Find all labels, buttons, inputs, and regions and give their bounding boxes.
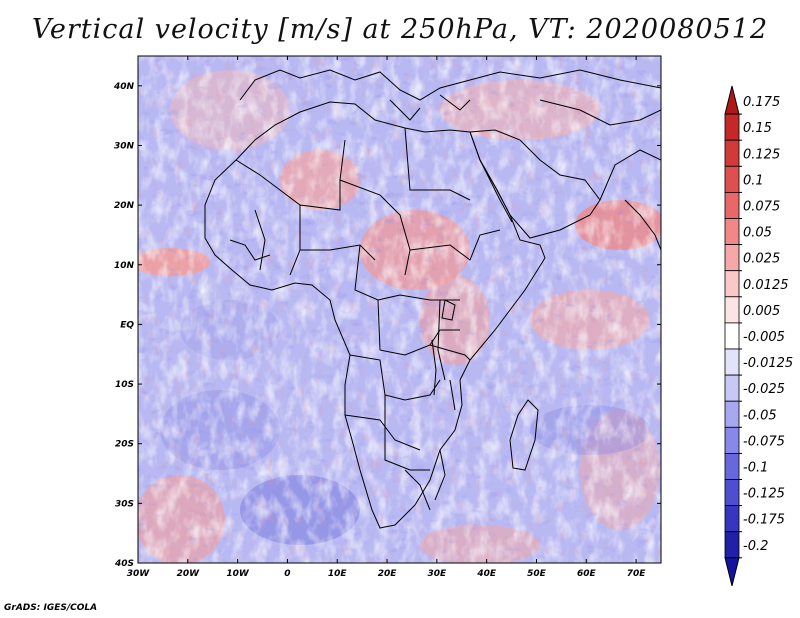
colorbar-cap-bottom <box>724 557 740 587</box>
x-tick-label: 30E <box>428 569 448 579</box>
colorbar-segment <box>724 218 740 246</box>
x-tick-label: 10E <box>328 569 348 579</box>
coastline-outline <box>204 69 661 529</box>
colorbar-segment <box>724 244 740 272</box>
x-tick-label: 20E <box>378 569 398 579</box>
y-tick-label: 30S <box>115 499 134 509</box>
y-tick-label: 20N <box>114 201 135 211</box>
colorbar-label: -0.025 <box>743 382 785 397</box>
colorbar-segment <box>724 270 740 298</box>
colorbar-label: 0.05 <box>743 226 772 241</box>
colorbar-label: -0.05 <box>743 408 777 423</box>
colorbar-cap-top <box>724 85 740 115</box>
colorbar-label: -0.1 <box>743 461 768 476</box>
colorbar-segment <box>724 322 740 350</box>
y-tick-label: 10S <box>115 380 134 390</box>
x-tick-label: 0 <box>284 569 290 579</box>
y-tick-label: EQ <box>120 320 134 330</box>
colorbar-label: -0.0125 <box>743 356 793 371</box>
y-tick-label: 20S <box>115 440 134 450</box>
colorbar-segment <box>724 400 740 428</box>
y-tick-label: 40S <box>114 559 134 569</box>
colorbar-segment <box>724 165 740 193</box>
colorbar: 0.175 0.15 0.125 0.1 0.075 0.05 0.025 0.0125 0.0… <box>724 85 793 587</box>
colorbar-segment <box>724 348 740 376</box>
grads-credit: GrADS: IGES/COLA <box>4 603 98 613</box>
x-tick-label: 30W <box>127 569 151 579</box>
colorbar-label: -0.175 <box>743 513 785 528</box>
x-tick-label: 10W <box>226 569 250 579</box>
colorbar-segment <box>724 531 740 559</box>
colorbar-label: 0.025 <box>743 252 780 267</box>
x-tick-label: 60E <box>577 569 597 579</box>
colorbar-segment <box>724 452 740 480</box>
colorbar-segment <box>724 426 740 454</box>
colorbar-label: -0.075 <box>743 434 785 449</box>
y-axis-ticks: 40N 30N 20N 10N EQ 10S 20S 30S 40S <box>113 82 661 569</box>
x-tick-label: 70E <box>627 569 647 579</box>
colorbar-segment <box>724 479 740 507</box>
colorbar-segment <box>724 113 740 141</box>
colorbar-label: 0.175 <box>743 95 780 110</box>
colorbar-segment <box>724 374 740 402</box>
y-tick-label: 40N <box>113 82 135 92</box>
colorbar-label: 0.15 <box>743 121 772 136</box>
map-frame <box>137 55 662 564</box>
colorbar-segment <box>724 139 740 167</box>
colorbar-segment <box>724 296 740 324</box>
y-tick-label: 10N <box>114 261 135 271</box>
y-tick-label: 30N <box>114 141 135 151</box>
colorbar-segment <box>724 505 740 533</box>
colorbar-label: 0.0125 <box>743 278 789 293</box>
chart-title: Vertical velocity [m/s] at 250hPa, VT: 2… <box>31 14 769 45</box>
colorbar-label: -0.2 <box>743 539 768 554</box>
colorbar-label: 0.075 <box>743 200 780 215</box>
x-tick-label: 40E <box>476 569 497 579</box>
x-tick-label: 20W <box>177 569 201 579</box>
colorbar-label: 0.005 <box>743 304 780 319</box>
vertical-velocity-field <box>138 56 661 563</box>
colorbar-label: -0.125 <box>743 487 785 502</box>
colorbar-label: 0.1 <box>743 173 764 188</box>
colorbar-label: -0.005 <box>743 330 785 345</box>
x-axis-ticks: 30W 20W 10W 0 10E 20E 30E 40E 50E 60E 70E <box>127 56 647 579</box>
x-tick-label: 50E <box>527 569 547 579</box>
colorbar-segment <box>724 191 740 219</box>
colorbar-label: 0.125 <box>743 147 780 162</box>
